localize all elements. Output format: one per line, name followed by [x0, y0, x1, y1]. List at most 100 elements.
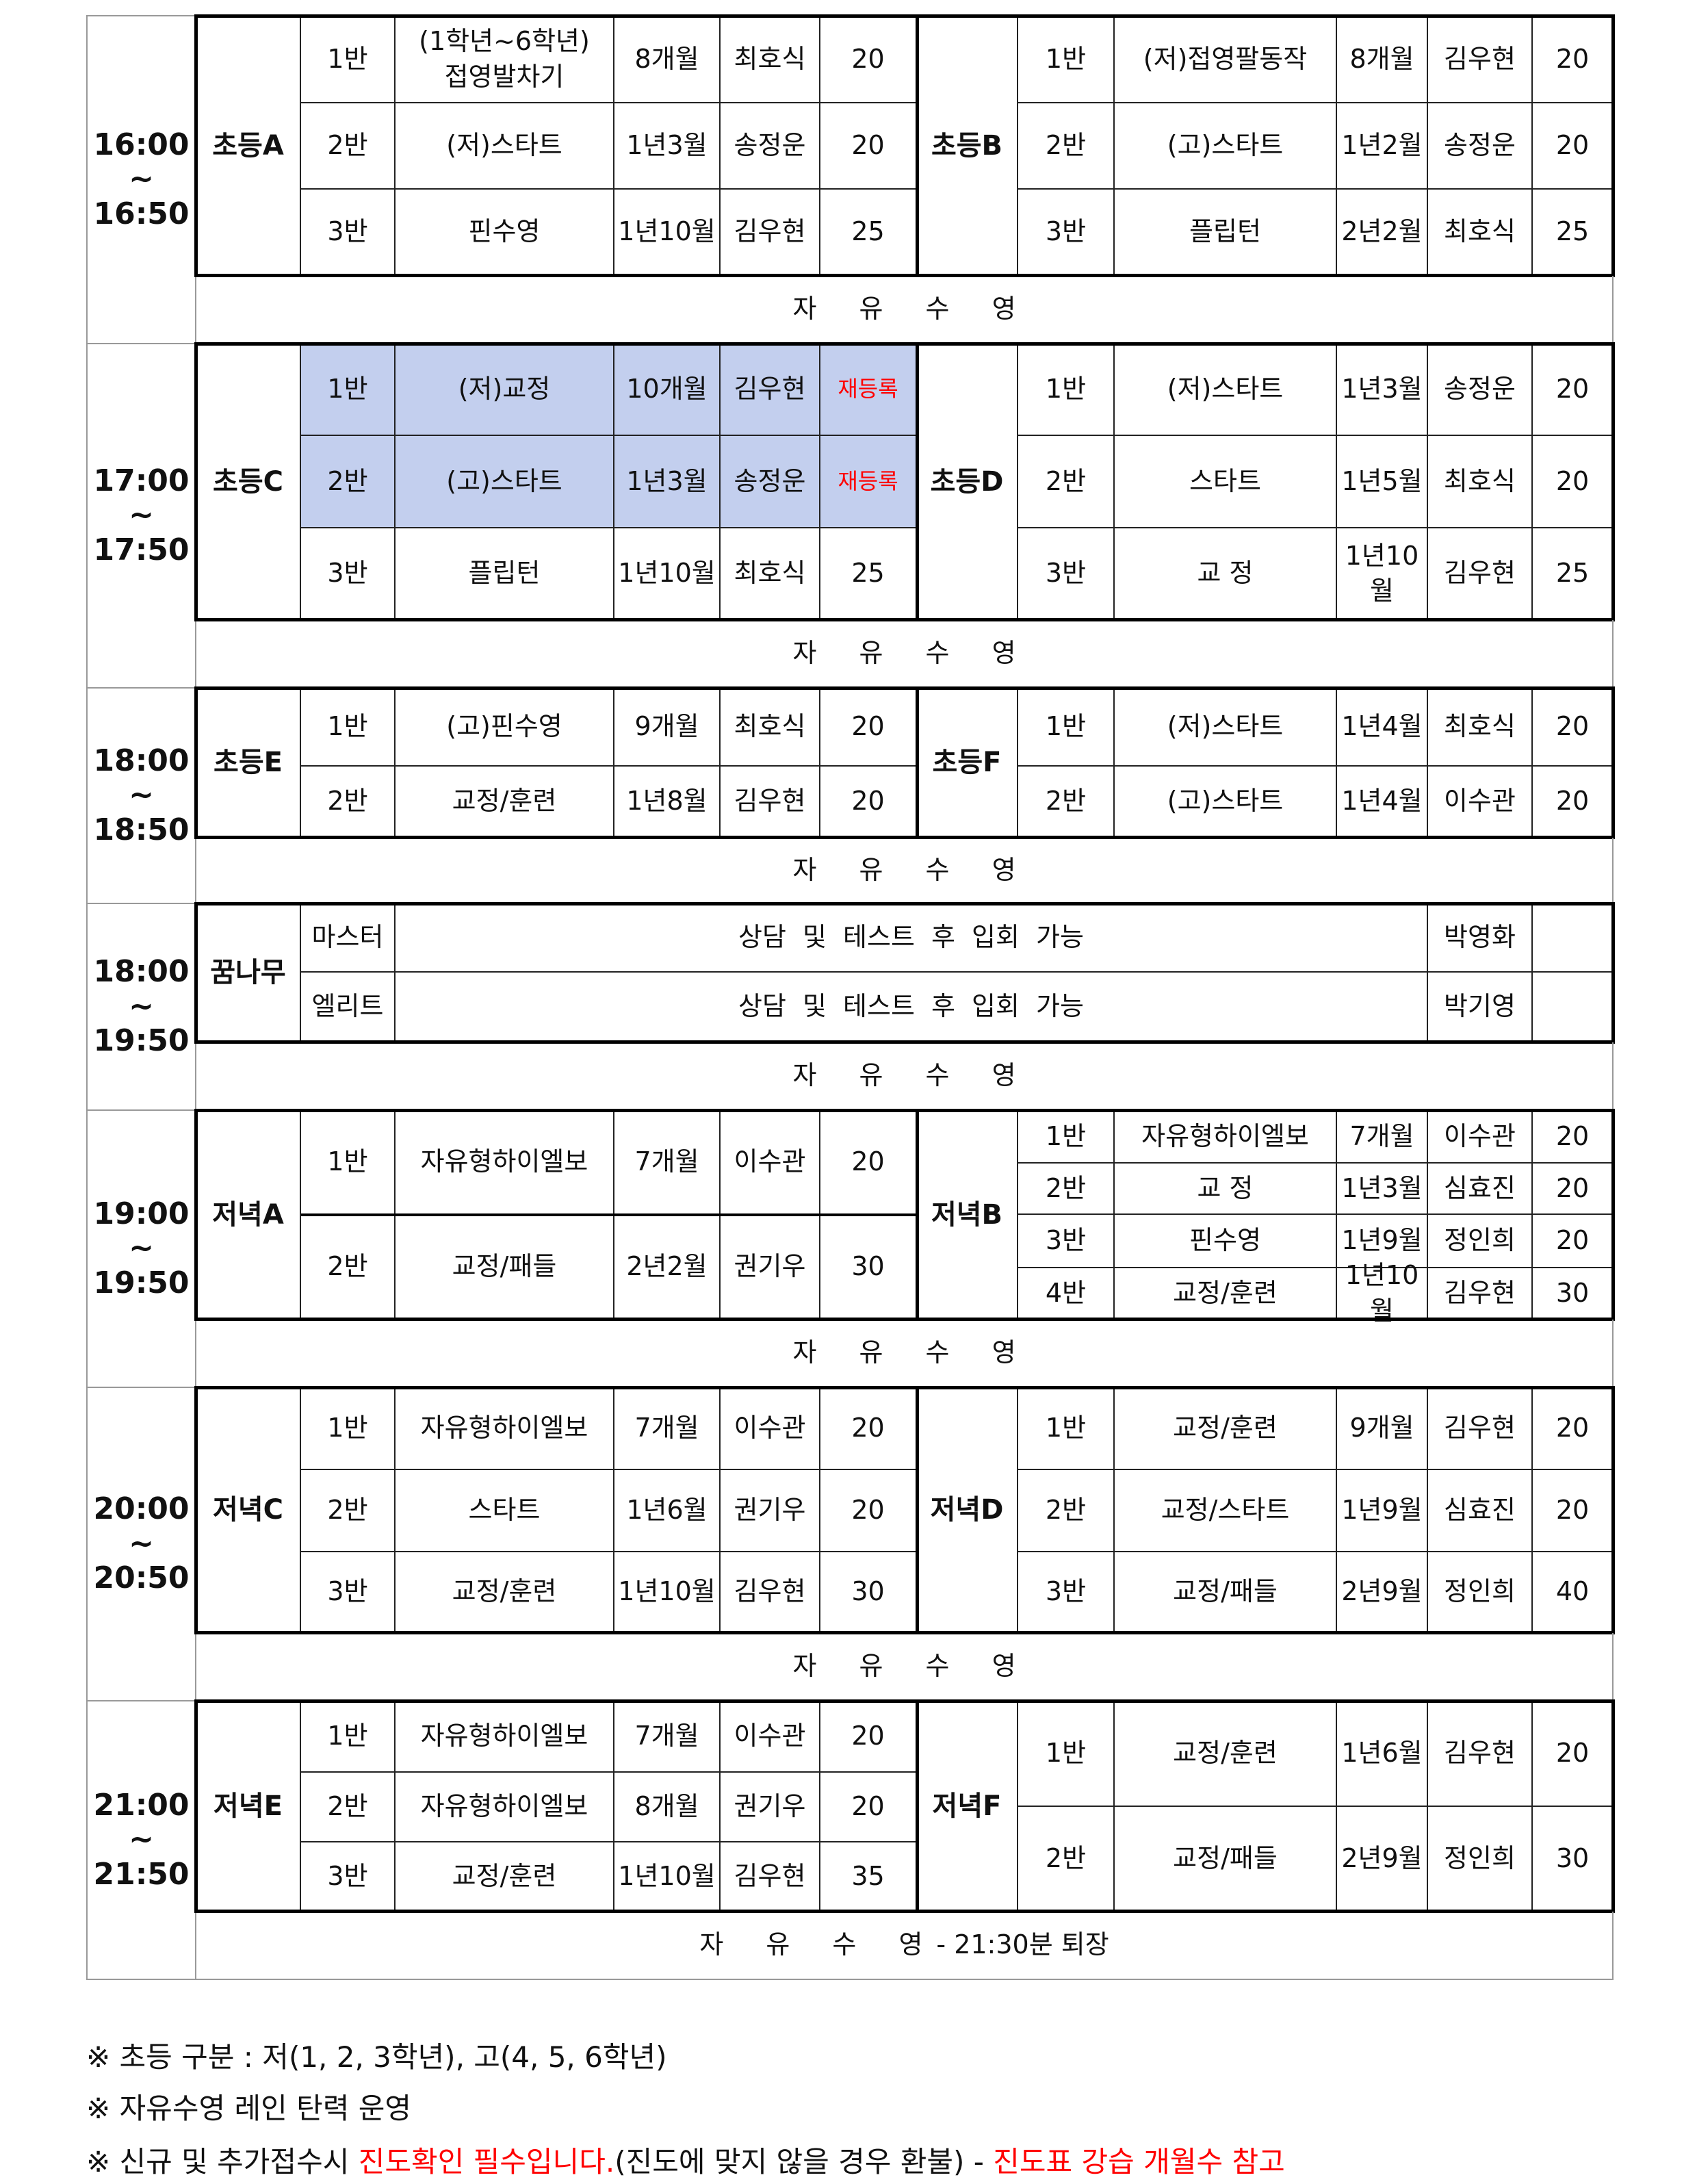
teacher-cell: 정인희	[1428, 1215, 1533, 1268]
period-cell: 1년10월	[614, 1552, 721, 1633]
capacity-cell: 30	[1533, 1268, 1614, 1320]
teacher-cell: 최호식	[721, 16, 820, 103]
capacity-cell: 30	[1533, 1807, 1614, 1912]
re-registration-badge: 재등록	[820, 436, 917, 528]
capacity-cell: 20	[820, 1111, 917, 1215]
class-cell: 2반	[1018, 436, 1115, 528]
subject-cell: 교정/훈련	[396, 1552, 614, 1633]
time-slot: 18:00 ~ 18:50	[86, 689, 196, 904]
class-cell: 1반	[1018, 1701, 1115, 1807]
class-cell: 1반	[301, 689, 396, 767]
capacity-cell: 20	[820, 103, 917, 190]
period-cell: 1년10월	[614, 528, 721, 620]
period-cell: 1년10월	[1337, 1260, 1428, 1326]
time-slot: 18:00 ~ 19:50	[86, 904, 196, 1111]
class-cell: 1반	[1018, 689, 1115, 767]
period-cell: 2년2월	[1337, 190, 1428, 276]
group-name: 저녁F	[917, 1701, 1018, 1912]
period-cell: 1년9월	[1337, 1215, 1428, 1268]
capacity-cell: 20	[820, 767, 917, 838]
class-cell: 3반	[301, 1842, 396, 1912]
capacity-cell: 20	[1533, 436, 1614, 528]
period-cell: 1년10월	[614, 190, 721, 276]
class-cell: 3반	[1018, 1552, 1115, 1633]
period-cell: 7개월	[1337, 1111, 1428, 1164]
period-cell: 9개월	[614, 689, 721, 767]
capacity-cell: 20	[1533, 1111, 1614, 1164]
free-swim-label: 자 유 수 영	[699, 1929, 923, 1960]
teacher-cell: 김우현	[1428, 528, 1533, 620]
class-cell: 2반	[301, 1215, 396, 1320]
class-cell: 1반	[1018, 1388, 1115, 1470]
group-name: 꿈나무	[196, 904, 301, 1042]
level-cell: 마스터	[301, 904, 396, 973]
free-swim-label: 자 유 수 영	[792, 1060, 1016, 1091]
class-cell: 1반	[1018, 1111, 1115, 1164]
level-cell: 엘리트	[301, 973, 396, 1042]
capacity-cell: 20	[820, 1701, 917, 1773]
subject-cell: (1학년~6학년) 접영발차기	[396, 16, 614, 103]
free-swim-label: 자 유 수 영	[792, 294, 1016, 324]
period-cell: 10개월	[614, 344, 721, 436]
free-swim-label: 자 유 수 영	[792, 638, 1016, 669]
teacher-cell: 최호식	[721, 689, 820, 767]
note-text: (진도에 맞지 않을 경우 환불) -	[614, 2145, 994, 2179]
period-cell: 1년3월	[614, 103, 721, 190]
teacher-cell: 정인희	[1428, 1807, 1533, 1912]
teacher-cell: 김우현	[721, 767, 820, 838]
class-cell: 2반	[301, 767, 396, 838]
group-name: 초등A	[196, 16, 301, 276]
teacher-cell: 이수관	[1428, 767, 1533, 838]
teacher-cell: 송정운	[1428, 103, 1533, 190]
period-cell: 1년3월	[1337, 344, 1428, 436]
subject-cell: 스타트	[1115, 436, 1337, 528]
free-swim-row: 자 유 수 영	[196, 276, 1614, 344]
capacity-cell: 35	[820, 1842, 917, 1912]
capacity-cell: 20	[1533, 344, 1614, 436]
class-cell: 3반	[1018, 1215, 1115, 1268]
subject-cell: (저)스타트	[1115, 689, 1337, 767]
class-cell: 2반	[1018, 1807, 1115, 1912]
teacher-cell: 김우현	[721, 1552, 820, 1633]
subject-cell: 교정/패들	[1115, 1807, 1337, 1912]
subject-cell: 플립턴	[396, 528, 614, 620]
group-name: 저녁C	[196, 1388, 301, 1633]
group-name: 저녁A	[196, 1111, 301, 1320]
teacher-cell: 이수관	[1428, 1111, 1533, 1164]
period-cell: 1년4월	[1337, 767, 1428, 838]
period-cell: 1년6월	[614, 1470, 721, 1552]
period-cell: 1년3월	[1337, 1164, 1428, 1215]
time-slot: 20:00 ~ 20:50	[86, 1388, 196, 1701]
period-cell: 2년9월	[1337, 1552, 1428, 1633]
capacity-cell: 20	[820, 16, 917, 103]
teacher-cell: 김우현	[1428, 16, 1533, 103]
free-swim-label: 자 유 수 영	[792, 854, 1016, 885]
class-cell: 1반	[301, 1388, 396, 1470]
capacity-cell: 20	[1533, 1701, 1614, 1807]
class-cell: 1반	[301, 1111, 396, 1215]
teacher-cell: 김우현	[1428, 1268, 1533, 1320]
note-text: ※ 신규 및 추가접수시	[86, 2145, 359, 2179]
teacher-cell: 심효진	[1428, 1470, 1533, 1552]
free-swim-label: 자 유 수 영	[792, 1337, 1016, 1368]
note-emphasis: 진도확인 필수입니다.	[358, 2145, 615, 2179]
capacity-cell: 20	[1533, 1470, 1614, 1552]
teacher-cell: 송정운	[721, 436, 820, 528]
subject-cell: (고)스타트	[1115, 103, 1337, 190]
teacher-cell: 박기영	[1428, 973, 1533, 1042]
period-cell: 8개월	[614, 16, 721, 103]
capacity-cell: 20	[820, 1773, 917, 1842]
teacher-cell: 박영화	[1428, 904, 1533, 973]
capacity-cell: 20	[1533, 689, 1614, 767]
period-cell: 2년9월	[1337, 1807, 1428, 1912]
time-slot: 21:00 ~ 21:50	[86, 1701, 196, 1980]
capacity-cell: 20	[1533, 1164, 1614, 1215]
period-cell: 1년10월	[614, 1842, 721, 1912]
class-cell: 2반	[1018, 1470, 1115, 1552]
group-name: 초등C	[196, 344, 301, 620]
group-name: 초등E	[196, 689, 301, 838]
period-cell: 9개월	[1337, 1388, 1428, 1470]
subject-cell: 교 정	[1115, 528, 1337, 620]
subject-cell: 교정/훈련	[396, 1842, 614, 1912]
capacity-cell: 40	[1533, 1552, 1614, 1633]
